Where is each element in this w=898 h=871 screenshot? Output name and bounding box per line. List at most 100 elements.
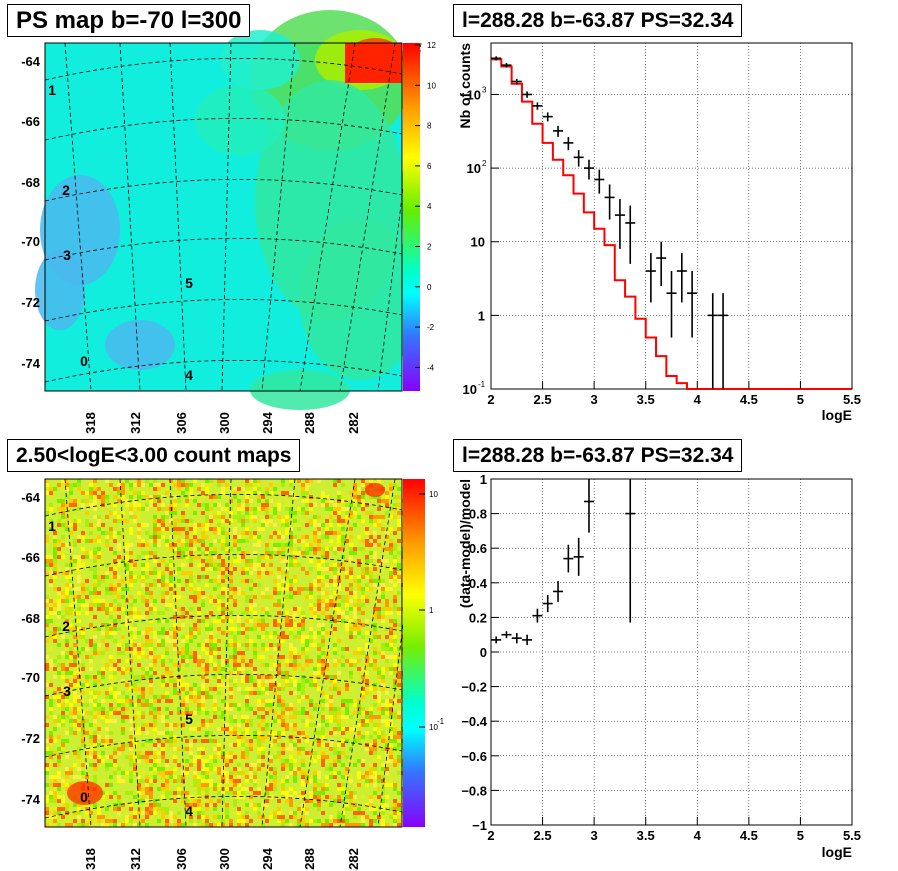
count-pixel: [333, 607, 337, 611]
count-pixel: [133, 823, 137, 827]
count-pixel: [157, 515, 161, 519]
count-pixel: [205, 807, 209, 811]
count-pixel: [285, 507, 289, 511]
count-pixel: [333, 659, 337, 663]
count-pixel: [157, 711, 161, 715]
count-pixel: [337, 755, 341, 759]
count-pixel: [197, 611, 201, 615]
count-pixel: [221, 487, 225, 491]
count-pixel: [173, 595, 177, 599]
count-pixel: [197, 555, 201, 559]
count-pixel: [45, 599, 49, 603]
count-pixel: [45, 679, 49, 683]
count-pixel: [101, 711, 105, 715]
count-pixel: [373, 539, 377, 543]
count-pixel: [285, 543, 289, 547]
count-pixel: [353, 783, 357, 787]
count-pixel: [369, 663, 373, 667]
count-pixel: [321, 643, 325, 647]
count-pixel: [273, 683, 277, 687]
count-pixel: [225, 523, 229, 527]
count-pixel: [165, 511, 169, 515]
count-pixel: [249, 599, 253, 603]
count-pixel: [225, 519, 229, 523]
count-pixel: [277, 639, 281, 643]
count-pixel: [73, 699, 77, 703]
count-pixel: [257, 571, 261, 575]
count-pixel: [69, 771, 73, 775]
count-pixel: [173, 615, 177, 619]
count-pixel: [253, 779, 257, 783]
count-pixel: [225, 551, 229, 555]
count-pixel: [397, 683, 401, 687]
count-pixel: [345, 495, 349, 499]
count-pixel: [205, 671, 209, 675]
count-pixel: [69, 607, 73, 611]
count-pixel: [193, 655, 197, 659]
count-pixel: [105, 719, 109, 723]
count-pixel: [361, 611, 365, 615]
count-pixel: [113, 675, 117, 679]
count-pixel: [393, 739, 397, 743]
count-pixel: [301, 627, 305, 631]
count-pixel: [361, 623, 365, 627]
count-pixel: [81, 699, 85, 703]
count-pixel: [141, 523, 145, 527]
count-pixel: [161, 503, 165, 507]
count-pixel: [325, 555, 329, 559]
count-pixel: [221, 711, 225, 715]
count-pixel: [353, 703, 357, 707]
count-pixel: [65, 695, 69, 699]
y-tick-exponent: 3: [482, 85, 487, 94]
count-pixel: [65, 771, 69, 775]
count-pixel: [141, 747, 145, 751]
count-pixel: [193, 507, 197, 511]
count-pixel: [301, 651, 305, 655]
count-pixel: [129, 519, 133, 523]
count-pixel: [213, 587, 217, 591]
count-pixel: [261, 763, 265, 767]
count-pixel: [269, 655, 273, 659]
count-pixel: [341, 483, 345, 487]
count-pixel: [77, 767, 81, 771]
count-pixel: [125, 667, 129, 671]
count-pixel: [205, 563, 209, 567]
count-pixel: [385, 667, 389, 671]
count-pixel: [361, 507, 365, 511]
lon-tick-label: 300: [217, 412, 232, 434]
count-pixel: [153, 495, 157, 499]
count-pixel: [189, 563, 193, 567]
count-pixel: [53, 599, 57, 603]
count-pixel: [185, 499, 189, 503]
count-pixel: [233, 755, 237, 759]
count-pixel: [325, 667, 329, 671]
count-pixel: [297, 611, 301, 615]
ps-colorbar-tick-label: 4: [427, 202, 432, 211]
count-pixel: [213, 711, 217, 715]
count-pixel: [233, 791, 237, 795]
count-pixel: [377, 675, 381, 679]
count-pixel: [253, 487, 257, 491]
count-pixel: [177, 487, 181, 491]
count-pixel: [249, 675, 253, 679]
count-pixel: [161, 663, 165, 667]
count-pixel: [209, 599, 213, 603]
count-pixel: [269, 787, 273, 791]
count-pixel: [357, 547, 361, 551]
count-pixel: [361, 559, 365, 563]
count-pixel: [57, 483, 61, 487]
count-pixel: [173, 795, 177, 799]
count-pixel: [221, 683, 225, 687]
count-pixel: [385, 703, 389, 707]
count-pixel: [93, 583, 97, 587]
count-pixel: [57, 799, 61, 803]
count-pixel: [73, 651, 77, 655]
count-pixel: [389, 539, 393, 543]
count-pixel: [113, 627, 117, 631]
count-pixel: [225, 487, 229, 491]
count-pixel: [157, 495, 161, 499]
count-pixel: [153, 523, 157, 527]
count-pixel: [49, 819, 53, 823]
count-pixel: [97, 807, 101, 811]
count-pixel: [97, 575, 101, 579]
